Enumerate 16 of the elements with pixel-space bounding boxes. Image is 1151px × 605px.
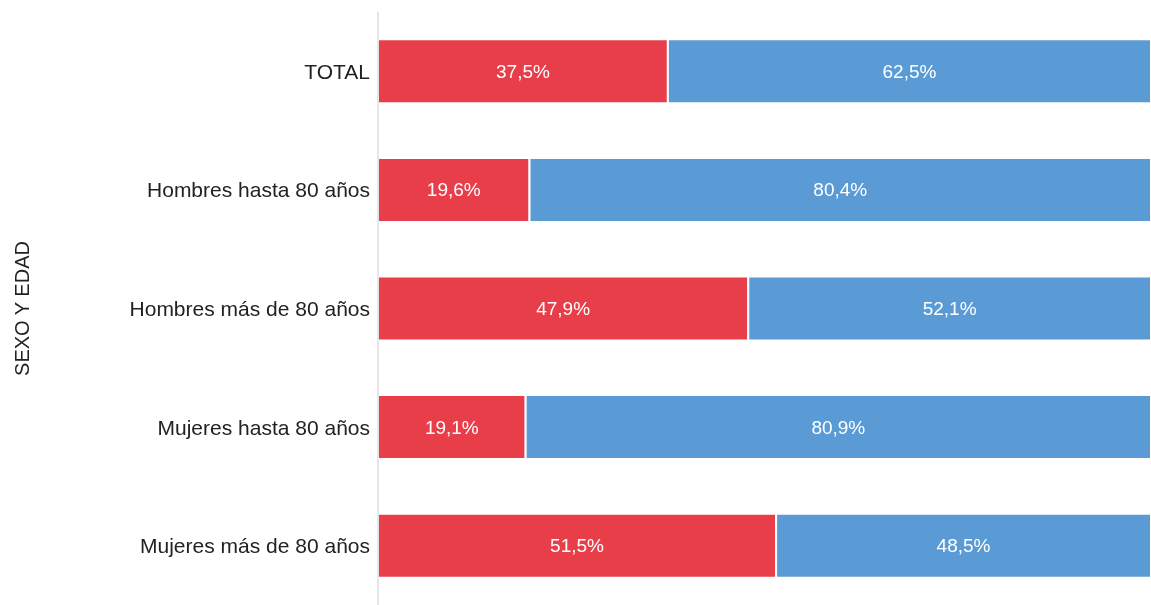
- data-label: 62,5%: [882, 60, 937, 82]
- data-label: 80,9%: [811, 416, 866, 438]
- data-label: 48,5%: [936, 535, 991, 557]
- data-label: 80,4%: [813, 179, 868, 201]
- data-label: 19,1%: [424, 416, 479, 438]
- data-label: 47,9%: [536, 297, 591, 319]
- y-tick-label: TOTAL: [304, 59, 370, 83]
- data-label: 51,5%: [550, 535, 605, 557]
- data-label: 19,6%: [426, 179, 481, 201]
- y-tick-label: Mujeres hasta 80 años: [157, 415, 370, 439]
- y-axis-title: SEXO Y EDAD: [11, 241, 34, 376]
- y-tick-label: Hombres más de 80 años: [129, 296, 370, 320]
- y-tick-label: Hombres hasta 80 años: [147, 178, 370, 202]
- data-label: 52,1%: [922, 297, 977, 319]
- data-label: 37,5%: [496, 60, 550, 82]
- y-tick-label: Mujeres más de 80 años: [140, 534, 370, 558]
